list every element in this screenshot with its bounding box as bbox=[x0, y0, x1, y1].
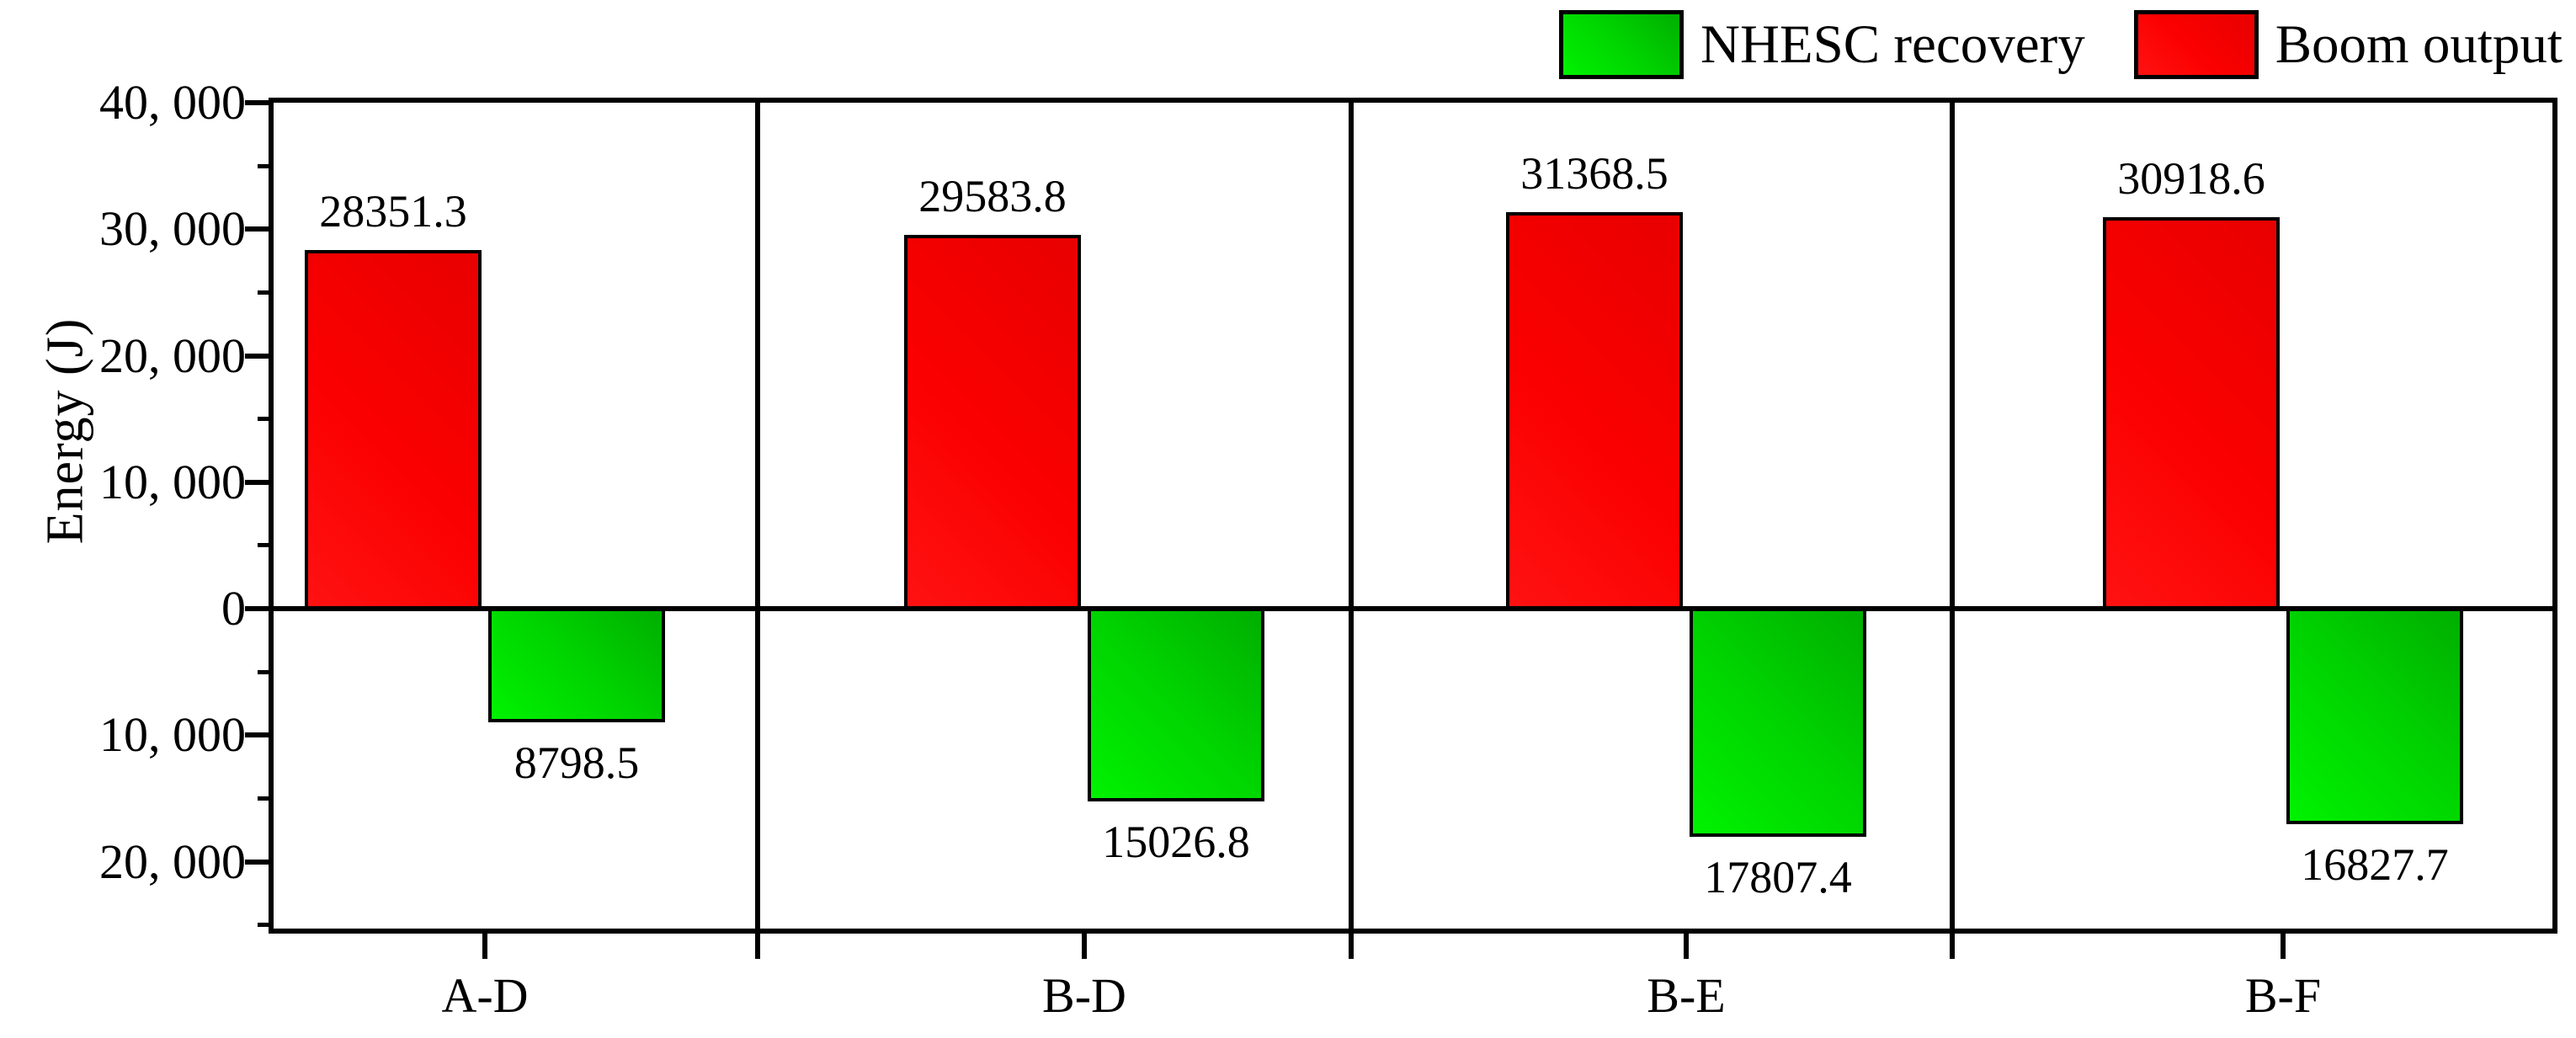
bar-nhesc-recovery bbox=[1088, 606, 1264, 801]
red-swatch-icon bbox=[2133, 10, 2259, 79]
x-category-label: B-E bbox=[1647, 968, 1726, 1023]
y-axis-minor-tick bbox=[258, 543, 274, 548]
bar-value-label: 16827.7 bbox=[2301, 838, 2449, 890]
bar-boom-output bbox=[1506, 211, 1683, 611]
bar-nhesc-recovery bbox=[2286, 606, 2463, 824]
bar-value-label: 17807.4 bbox=[1704, 851, 1852, 902]
bar-nhesc-recovery bbox=[488, 606, 665, 723]
x-axis-tick bbox=[482, 929, 487, 959]
legend-item-boom-output: Boom output bbox=[2133, 7, 2563, 83]
y-axis-major-tick bbox=[245, 353, 274, 359]
bar-value-label: 31368.5 bbox=[1520, 147, 1669, 199]
x-axis-tick bbox=[1082, 929, 1087, 959]
bar-boom-output bbox=[305, 250, 482, 611]
legend-item-nhesc-recovery: NHESC recovery bbox=[1559, 7, 2085, 83]
y-axis-minor-tick bbox=[258, 923, 274, 928]
plot-frame bbox=[269, 98, 2557, 934]
panel-separator bbox=[755, 100, 760, 931]
y-axis-major-tick bbox=[245, 226, 274, 232]
y-axis-major-tick bbox=[245, 859, 274, 865]
bar-nhesc-recovery bbox=[1690, 606, 1866, 837]
y-axis-minor-tick bbox=[258, 290, 274, 295]
x-axis-tick bbox=[755, 929, 760, 959]
y-axis-tick-label: 0 bbox=[221, 581, 246, 636]
green-swatch-icon bbox=[1559, 10, 1685, 79]
y-axis-minor-tick bbox=[258, 796, 274, 801]
x-axis-tick bbox=[2281, 929, 2286, 959]
bar-value-label: 30918.6 bbox=[2117, 153, 2265, 205]
y-axis-tick-label: 10, 000 bbox=[99, 454, 246, 509]
y-axis-major-tick bbox=[245, 479, 274, 485]
bar-value-label: 28351.3 bbox=[319, 186, 467, 237]
bar-boom-output bbox=[2103, 217, 2280, 611]
legend-label: Boom output bbox=[2275, 14, 2563, 75]
bar-boom-output bbox=[904, 234, 1081, 611]
bar-value-label: 15026.8 bbox=[1102, 816, 1250, 867]
panel-separator bbox=[1349, 100, 1354, 931]
y-axis-minor-tick bbox=[258, 669, 274, 674]
x-category-label: B-F bbox=[2244, 968, 2322, 1023]
y-axis-minor-tick bbox=[258, 417, 274, 422]
y-axis-tick-label: 20, 000 bbox=[99, 833, 246, 889]
y-axis-tick-label: 40, 000 bbox=[99, 75, 246, 130]
x-category-label: B-D bbox=[1042, 968, 1126, 1023]
y-axis-tick-label: 10, 000 bbox=[99, 707, 246, 763]
x-category-label: A-D bbox=[441, 968, 529, 1023]
bar-value-label: 8798.5 bbox=[514, 737, 640, 789]
y-axis-major-tick bbox=[245, 606, 274, 611]
x-axis-tick bbox=[1950, 929, 1955, 959]
y-axis-tick-label: 20, 000 bbox=[99, 327, 246, 383]
panel-separator bbox=[1950, 100, 1955, 931]
y-axis-minor-tick bbox=[258, 163, 274, 168]
chart-legend: NHESC recovery Boom output bbox=[1559, 7, 2563, 83]
y-axis-major-tick bbox=[245, 732, 274, 738]
zero-baseline bbox=[269, 606, 2557, 611]
legend-label: NHESC recovery bbox=[1700, 14, 2085, 75]
x-axis-tick bbox=[1349, 929, 1354, 959]
x-axis-tick bbox=[1684, 929, 1689, 959]
y-axis-major-tick bbox=[245, 100, 274, 105]
y-axis-tick-label: 30, 000 bbox=[99, 201, 246, 257]
bar-value-label: 29583.8 bbox=[918, 170, 1067, 221]
